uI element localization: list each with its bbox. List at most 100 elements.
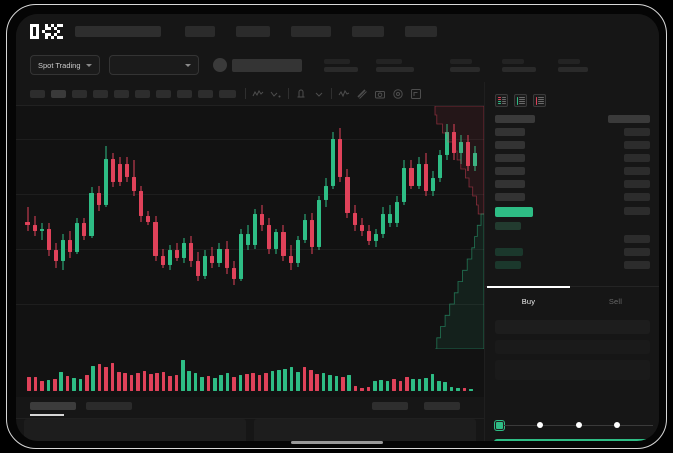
candle-body [416,164,421,186]
tab-buy[interactable]: Buy [485,286,572,315]
candle-body [452,131,457,154]
candle-body [281,232,286,256]
camera-icon[interactable] [374,88,386,100]
timeframe-1[interactable] [30,89,45,98]
candle-body [288,255,293,263]
order-field-3[interactable] [495,360,650,380]
tab-sell[interactable]: Sell [572,287,659,315]
orderbook-asks-icon[interactable] [533,94,546,107]
orderbook-rows[interactable] [485,115,659,282]
orderbook-ask-row[interactable] [495,154,525,162]
order-form [485,314,659,386]
candle-body [174,250,179,258]
bottom-card-1[interactable] [24,419,246,441]
market-subnav: Spot Trading [16,48,659,82]
candle [231,110,236,290]
timeframe-3[interactable] [72,89,87,98]
candle [245,110,250,290]
orderbook-ask-row[interactable] [495,167,525,175]
timeframe-10[interactable] [219,89,236,98]
indicator-icon[interactable] [252,88,264,100]
compare-icon[interactable] [270,88,282,100]
orderbook-ask-row[interactable] [495,193,525,201]
step-dot-3[interactable] [575,422,582,428]
order-field-1[interactable] [495,320,650,334]
tab-open-orders[interactable] [30,402,76,410]
orderbook-header-left [495,115,535,123]
order-field-2[interactable] [495,340,650,354]
place-order-button[interactable] [494,439,651,441]
timeframe-9[interactable] [198,89,213,98]
volume-bar [347,375,351,391]
volume-bar [78,378,83,391]
settings-icon[interactable] [392,88,404,100]
volume-bar [353,386,358,391]
candle [295,110,300,290]
candle-body [82,223,87,236]
timeframe-8[interactable] [177,89,192,98]
candle-body [252,214,258,245]
timeframe-7[interactable] [156,89,171,98]
nav-items [185,25,437,37]
orderbook-bid-row[interactable] [495,222,521,230]
pair-selector[interactable] [108,55,199,75]
candle [309,110,314,290]
chevron-down-icon[interactable] [313,88,325,100]
bottom-card-2[interactable] [254,419,476,441]
volume-bar [456,387,460,391]
volume-bar [46,379,51,391]
candle [189,110,194,290]
candle [437,110,442,290]
volume-bar [341,377,345,391]
step-dot-2[interactable] [536,422,543,428]
orderbook-ask-row[interactable] [495,141,525,149]
volume-bar [174,375,179,391]
orderbook-ask-row[interactable] [495,180,525,188]
nav-item-4[interactable] [352,25,384,37]
alert-icon[interactable] [295,88,307,100]
timeframe-6[interactable] [135,89,150,98]
timeframe-5[interactable] [114,89,129,98]
volume-bar [251,373,255,391]
orderbook-bid-row[interactable] [495,248,523,256]
step-dot-active[interactable] [495,420,504,430]
line-chart-icon[interactable] [338,88,350,100]
home-indicator [290,441,383,444]
orderbook-bids-icon[interactable] [514,94,527,107]
orderbook-ask-row[interactable] [495,128,525,136]
candlestick-chart[interactable] [16,106,484,349]
volume-bar [206,376,211,391]
volume-bar [85,375,89,391]
step-dot-4[interactable] [614,422,621,428]
nav-item-5[interactable] [405,25,437,37]
volume-bar [309,369,313,391]
candle-body [238,234,243,280]
candle [288,110,293,290]
timeframe-2[interactable] [51,89,66,98]
volume-bar [104,367,108,391]
candle [302,110,307,290]
volume-bar [213,378,217,391]
fullscreen-icon[interactable] [410,88,422,100]
candle-body [430,178,435,191]
nav-item-2[interactable] [236,25,270,37]
order-panel-sidebar: Buy Sell [484,82,659,441]
magnet-icon[interactable] [356,88,368,100]
orderbook-bid-row[interactable] [495,261,521,269]
orderbook-current-price[interactable] [495,207,533,217]
volume-bar [149,374,153,391]
market-type-selector[interactable]: Spot Trading [30,55,100,75]
candle [331,110,336,290]
orderbook-both-icon[interactable] [495,94,508,107]
timeframe-4[interactable] [93,89,108,98]
search-input[interactable] [75,25,161,37]
action-button-1[interactable] [372,402,408,410]
nav-item-3[interactable] [291,25,331,37]
tab-order-history[interactable] [86,402,132,410]
nav-item-1[interactable] [185,25,215,37]
okx-logo[interactable] [30,23,63,39]
action-button-2[interactable] [424,402,460,410]
candle-body [146,216,151,222]
volume-bar [264,372,268,391]
candle-body [274,232,279,249]
